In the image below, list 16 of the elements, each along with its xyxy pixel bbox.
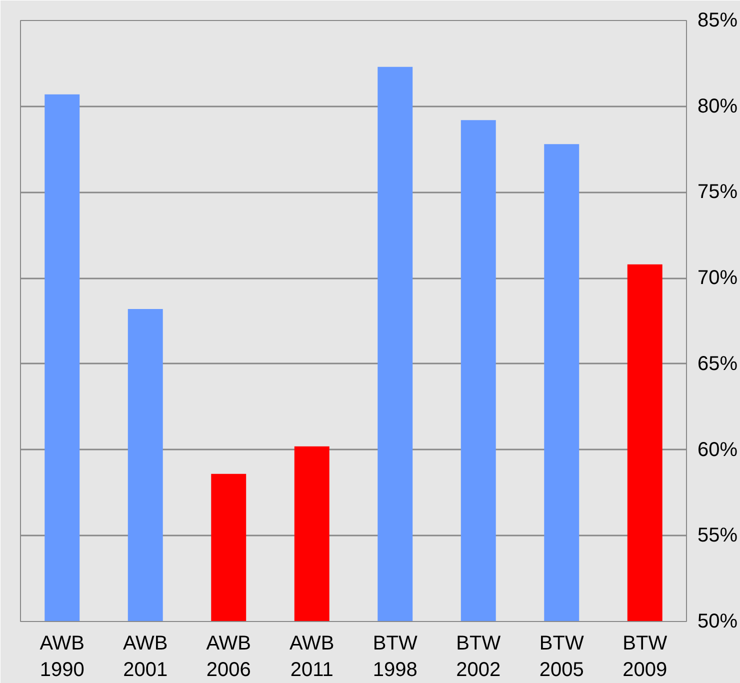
y-tick-label: 70% xyxy=(698,267,738,290)
x-tick-label: AWB 2006 xyxy=(206,632,252,681)
x-tick-label: AWB 1990 xyxy=(40,632,85,681)
x-tick-label: BTW 1998 xyxy=(372,632,418,681)
x-tick-label: BTW 2009 xyxy=(622,632,668,681)
y-tick-label: 50% xyxy=(698,610,738,632)
y-tick-label: 75% xyxy=(698,181,738,204)
x-tick-label: BTW 2005 xyxy=(539,632,584,681)
y-tick-label: 65% xyxy=(698,352,738,375)
y-tick-label: 60% xyxy=(698,438,738,461)
x-tick-label: AWB 2011 xyxy=(289,632,334,681)
x-tick-label: AWB 2001 xyxy=(122,632,168,681)
y-tick-label: 55% xyxy=(698,524,738,547)
x-tick-label: BTW 2002 xyxy=(456,632,501,681)
y-tick-label: 80% xyxy=(698,95,738,118)
y-tick-label: 85% xyxy=(698,10,738,32)
